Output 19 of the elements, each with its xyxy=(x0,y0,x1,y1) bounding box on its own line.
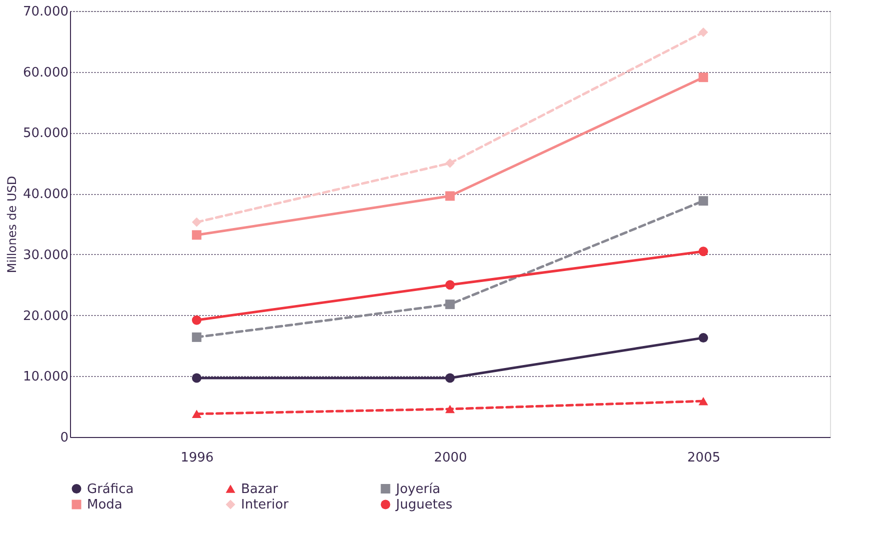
y-tick-label: 0 xyxy=(60,430,68,446)
legend-label: Juguetes xyxy=(395,498,453,512)
y-tick-label: 30.000 xyxy=(23,248,68,263)
y-tick-label: 60.000 xyxy=(23,65,68,80)
x-tick-label: 2005 xyxy=(687,450,720,466)
y-axis-title: Millones de USD xyxy=(5,176,20,274)
x-tick-label: 2000 xyxy=(434,450,468,466)
y-tick-label: 50.000 xyxy=(23,126,68,142)
legend-label: Moda xyxy=(87,498,122,512)
y-tick-label: 70.000 xyxy=(23,4,68,20)
legend-label: Joyería xyxy=(395,482,440,497)
y-tick-label: 10.000 xyxy=(23,370,68,385)
y-tick-label: 20.000 xyxy=(23,308,68,324)
legend-label: Gráfica xyxy=(87,482,134,497)
y-tick-label: 40.000 xyxy=(23,187,68,202)
point xyxy=(698,196,708,206)
legend-label: Bazar xyxy=(241,482,279,497)
legend-label: Interior xyxy=(241,498,290,512)
x-tick-label: 1996 xyxy=(180,450,214,466)
